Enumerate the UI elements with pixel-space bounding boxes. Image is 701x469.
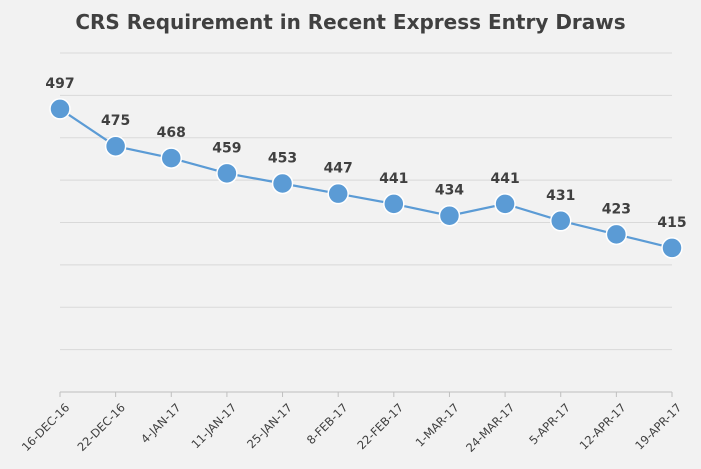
data-point xyxy=(661,237,683,259)
data-point xyxy=(160,147,183,169)
data-label: 459 xyxy=(212,140,241,156)
data-point xyxy=(49,98,71,120)
data-label: 453 xyxy=(268,151,297,167)
data-label: 441 xyxy=(490,171,519,187)
x-tick-label: 11-JAN-17 xyxy=(188,400,239,451)
data-label: 497 xyxy=(45,76,74,92)
data-point xyxy=(216,162,238,185)
data-label: 441 xyxy=(379,171,408,187)
x-tick-label: 12-APR-17 xyxy=(577,400,629,452)
x-tick-label: 25-JAN-17 xyxy=(244,400,295,451)
data-label: 468 xyxy=(157,125,186,141)
data-label: 447 xyxy=(324,161,353,177)
data-point xyxy=(605,223,628,246)
data-point xyxy=(327,182,349,205)
x-tick-label: 5-APR-17 xyxy=(526,400,573,447)
x-tick-label: 4-JAN-17 xyxy=(138,400,184,446)
data-label: 423 xyxy=(602,201,631,217)
data-point xyxy=(438,204,461,227)
data-point xyxy=(271,172,294,195)
data-label: 431 xyxy=(546,188,575,204)
data-point xyxy=(104,135,127,157)
chart-title: CRS Requirement in Recent Express Entry … xyxy=(75,10,626,34)
x-tick-label: 19-APR-17 xyxy=(632,400,684,452)
data-label: 434 xyxy=(435,183,464,199)
data-point xyxy=(383,193,405,215)
series-line xyxy=(59,107,673,249)
x-tick-label: 16-DEC-16 xyxy=(19,400,73,454)
x-tick-label: 22-FEB-17 xyxy=(354,400,406,452)
data-point xyxy=(549,210,572,232)
x-tick-label: 22-DEC-16 xyxy=(74,400,128,454)
data-label: 475 xyxy=(101,113,130,129)
x-tick-label: 24-MAR-17 xyxy=(463,400,517,454)
x-tick-label: 8-FEB-17 xyxy=(304,400,351,447)
x-tick-label: 1-MAR-17 xyxy=(413,400,462,449)
data-label: 415 xyxy=(657,215,686,231)
data-point xyxy=(494,193,516,215)
